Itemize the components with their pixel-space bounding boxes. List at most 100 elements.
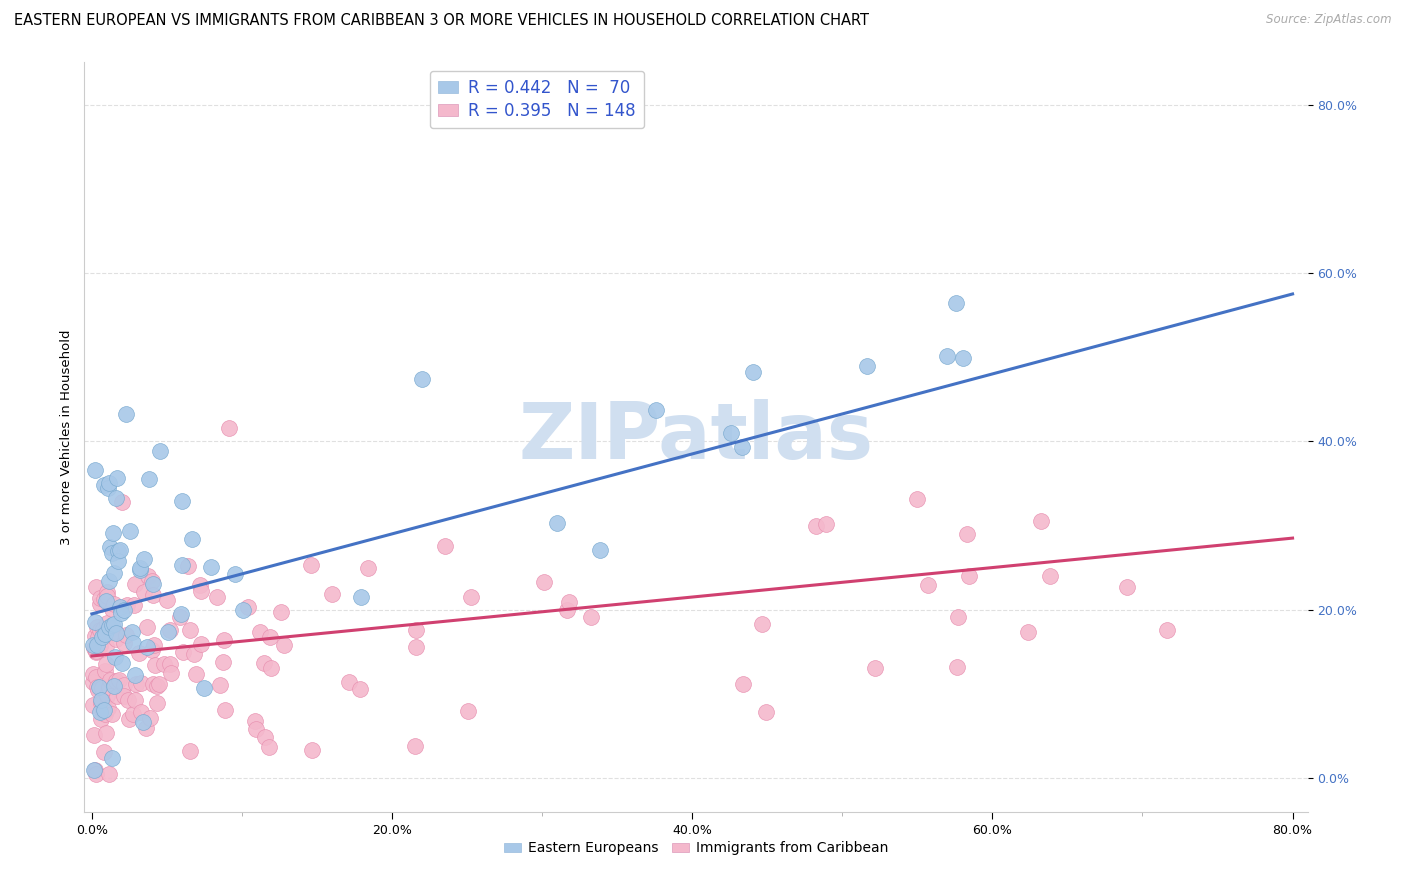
Eastern Europeans bbox=[741, 365, 763, 379]
Eastern Europeans bbox=[181, 533, 204, 547]
Immigrants from Caribbean bbox=[82, 667, 104, 681]
Immigrants from Caribbean bbox=[122, 706, 145, 721]
Immigrants from Caribbean bbox=[96, 590, 118, 604]
Eastern Europeans bbox=[224, 566, 246, 581]
Eastern Europeans bbox=[83, 615, 105, 629]
Immigrants from Caribbean bbox=[946, 610, 969, 624]
Eastern Europeans bbox=[101, 751, 124, 765]
Immigrants from Caribbean bbox=[301, 743, 323, 757]
Immigrants from Caribbean bbox=[205, 590, 228, 604]
Immigrants from Caribbean bbox=[101, 602, 124, 616]
Immigrants from Caribbean bbox=[94, 706, 117, 721]
Eastern Europeans bbox=[122, 635, 145, 649]
Eastern Europeans bbox=[129, 561, 152, 575]
Eastern Europeans bbox=[149, 444, 172, 458]
Eastern Europeans bbox=[193, 681, 215, 695]
Immigrants from Caribbean bbox=[245, 722, 267, 736]
Y-axis label: 3 or more Vehicles in Household: 3 or more Vehicles in Household bbox=[60, 329, 73, 545]
Immigrants from Caribbean bbox=[581, 609, 603, 624]
Immigrants from Caribbean bbox=[159, 623, 181, 637]
Eastern Europeans bbox=[105, 471, 128, 485]
Immigrants from Caribbean bbox=[956, 526, 979, 541]
Immigrants from Caribbean bbox=[259, 630, 281, 644]
Eastern Europeans bbox=[89, 705, 111, 719]
Eastern Europeans bbox=[936, 349, 959, 363]
Eastern Europeans bbox=[93, 703, 115, 717]
Immigrants from Caribbean bbox=[558, 595, 581, 609]
Immigrants from Caribbean bbox=[143, 638, 166, 652]
Immigrants from Caribbean bbox=[214, 703, 236, 717]
Immigrants from Caribbean bbox=[179, 623, 201, 637]
Immigrants from Caribbean bbox=[112, 689, 135, 703]
Immigrants from Caribbean bbox=[94, 665, 117, 679]
Eastern Europeans bbox=[142, 577, 165, 591]
Eastern Europeans bbox=[107, 554, 129, 568]
Immigrants from Caribbean bbox=[863, 661, 886, 675]
Eastern Europeans bbox=[104, 650, 127, 665]
Immigrants from Caribbean bbox=[814, 516, 837, 531]
Immigrants from Caribbean bbox=[117, 693, 139, 707]
Immigrants from Caribbean bbox=[112, 636, 135, 650]
Immigrants from Caribbean bbox=[118, 712, 141, 726]
Eastern Europeans bbox=[111, 656, 134, 670]
Eastern Europeans bbox=[104, 625, 127, 640]
Eastern Europeans bbox=[101, 526, 124, 541]
Immigrants from Caribbean bbox=[125, 677, 148, 691]
Eastern Europeans bbox=[103, 679, 125, 693]
Immigrants from Caribbean bbox=[89, 697, 111, 711]
Eastern Europeans bbox=[118, 524, 141, 538]
Immigrants from Caribbean bbox=[1017, 625, 1039, 640]
Eastern Europeans bbox=[108, 600, 131, 615]
Immigrants from Caribbean bbox=[86, 680, 108, 694]
Immigrants from Caribbean bbox=[190, 637, 212, 651]
Immigrants from Caribbean bbox=[105, 689, 128, 703]
Eastern Europeans bbox=[157, 625, 180, 640]
Immigrants from Caribbean bbox=[179, 744, 201, 758]
Eastern Europeans bbox=[83, 763, 105, 777]
Immigrants from Caribbean bbox=[89, 591, 111, 605]
Immigrants from Caribbean bbox=[94, 703, 117, 717]
Immigrants from Caribbean bbox=[139, 711, 162, 725]
Immigrants from Caribbean bbox=[129, 705, 152, 719]
Immigrants from Caribbean bbox=[357, 561, 380, 575]
Immigrants from Caribbean bbox=[321, 587, 343, 601]
Immigrants from Caribbean bbox=[96, 690, 118, 704]
Eastern Europeans bbox=[170, 494, 193, 508]
Immigrants from Caribbean bbox=[212, 633, 235, 648]
Immigrants from Caribbean bbox=[89, 623, 111, 637]
Eastern Europeans bbox=[121, 624, 143, 639]
Immigrants from Caribbean bbox=[337, 675, 360, 690]
Eastern Europeans bbox=[170, 607, 193, 622]
Immigrants from Caribbean bbox=[136, 620, 159, 634]
Eastern Europeans bbox=[411, 372, 433, 386]
Immigrants from Caribbean bbox=[96, 615, 118, 630]
Immigrants from Caribbean bbox=[254, 730, 277, 744]
Immigrants from Caribbean bbox=[96, 584, 118, 599]
Eastern Europeans bbox=[124, 668, 146, 682]
Immigrants from Caribbean bbox=[457, 704, 479, 718]
Immigrants from Caribbean bbox=[122, 598, 145, 612]
Immigrants from Caribbean bbox=[153, 657, 176, 672]
Immigrants from Caribbean bbox=[804, 518, 827, 533]
Eastern Europeans bbox=[90, 630, 112, 644]
Immigrants from Caribbean bbox=[249, 624, 271, 639]
Eastern Europeans bbox=[105, 491, 128, 506]
Immigrants from Caribbean bbox=[405, 640, 427, 654]
Immigrants from Caribbean bbox=[159, 657, 181, 672]
Immigrants from Caribbean bbox=[132, 584, 155, 599]
Eastern Europeans bbox=[132, 552, 155, 566]
Immigrants from Caribbean bbox=[87, 682, 110, 697]
Immigrants from Caribbean bbox=[273, 638, 295, 652]
Immigrants from Caribbean bbox=[404, 739, 426, 753]
Immigrants from Caribbean bbox=[905, 491, 928, 506]
Immigrants from Caribbean bbox=[160, 665, 183, 680]
Eastern Europeans bbox=[94, 594, 117, 608]
Immigrants from Caribbean bbox=[83, 727, 105, 741]
Eastern Europeans bbox=[97, 482, 120, 496]
Immigrants from Caribbean bbox=[190, 583, 212, 598]
Eastern Europeans bbox=[98, 574, 121, 589]
Eastern Europeans bbox=[546, 516, 568, 530]
Immigrants from Caribbean bbox=[84, 767, 107, 781]
Immigrants from Caribbean bbox=[135, 721, 157, 735]
Immigrants from Caribbean bbox=[188, 578, 211, 592]
